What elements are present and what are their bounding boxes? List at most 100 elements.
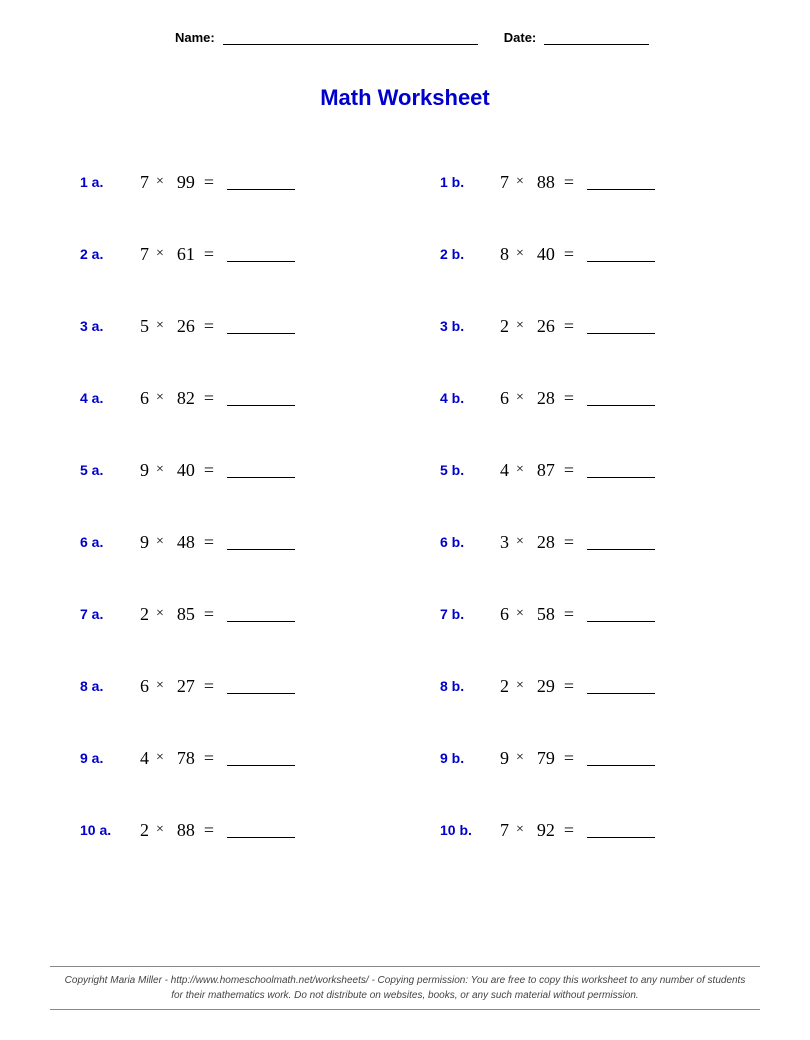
problem-cell: 4 a.6×82= bbox=[50, 362, 400, 434]
operand-b: 58 bbox=[531, 604, 555, 625]
problem-cell: 3 a.5×26= bbox=[50, 290, 400, 362]
problem-label: 9 b. bbox=[440, 750, 495, 766]
problem-label: 5 a. bbox=[80, 462, 135, 478]
problem-expression: 2×26= bbox=[495, 316, 655, 337]
equals-sign: = bbox=[564, 748, 574, 769]
equals-sign: = bbox=[564, 820, 574, 841]
answer-input-line bbox=[227, 822, 295, 838]
equals-sign: = bbox=[204, 388, 214, 409]
problem-expression: 5×26= bbox=[135, 316, 295, 337]
equals-sign: = bbox=[564, 460, 574, 481]
problem-label: 8 b. bbox=[440, 678, 495, 694]
operand-b: 87 bbox=[531, 460, 555, 481]
times-icon: × bbox=[516, 822, 524, 838]
equals-sign: = bbox=[204, 604, 214, 625]
equals-sign: = bbox=[204, 748, 214, 769]
times-icon: × bbox=[156, 390, 164, 406]
operand-a: 4 bbox=[135, 748, 149, 769]
problem-expression: 7 × 88 = bbox=[495, 172, 655, 193]
answer-input-line bbox=[227, 246, 295, 262]
operand-b: 85 bbox=[171, 604, 195, 625]
equals-sign: = bbox=[204, 460, 214, 481]
operand-b: 29 bbox=[531, 676, 555, 697]
operand-a: 8 bbox=[495, 244, 509, 265]
times-icon: × bbox=[156, 822, 164, 838]
operand-b: 26 bbox=[531, 316, 555, 337]
problem-expression: 9×79= bbox=[495, 748, 655, 769]
operand-b: 28 bbox=[531, 388, 555, 409]
answer-input-line bbox=[587, 822, 655, 838]
operand-a: 7 bbox=[495, 172, 509, 193]
problem-expression: 6×58= bbox=[495, 604, 655, 625]
operand-a: 7 bbox=[135, 172, 149, 193]
problem-label: 1 b. bbox=[440, 174, 495, 190]
problem-cell: 1 b.7 × 88 = bbox=[410, 146, 760, 218]
problem-expression: 8×40= bbox=[495, 244, 655, 265]
operand-a: 9 bbox=[135, 532, 149, 553]
operand-a: 4 bbox=[495, 460, 509, 481]
problem-label: 2 b. bbox=[440, 246, 495, 262]
times-icon: × bbox=[156, 606, 164, 622]
answer-input-line bbox=[587, 606, 655, 622]
problem-label: 6 b. bbox=[440, 534, 495, 550]
worksheet-page: Name: Date: Math Worksheet 1 a.7×99=1 b.… bbox=[0, 0, 810, 866]
problem-cell: 4 b.6×28= bbox=[410, 362, 760, 434]
operand-b: 79 bbox=[531, 748, 555, 769]
operand-b: 88 bbox=[171, 820, 195, 841]
operand-a: 2 bbox=[495, 676, 509, 697]
equals-sign: = bbox=[204, 316, 214, 337]
problem-cell: 8 a.6×27= bbox=[50, 650, 400, 722]
equals-sign: = bbox=[204, 532, 214, 553]
times-icon: × bbox=[516, 390, 524, 406]
problem-expression: 7×61= bbox=[135, 244, 295, 265]
answer-input-line bbox=[587, 174, 655, 190]
problem-label: 7 a. bbox=[80, 606, 135, 622]
answer-input-line bbox=[587, 246, 655, 262]
problem-expression: 9×48= bbox=[135, 532, 295, 553]
equals-sign: = bbox=[204, 676, 214, 697]
operand-a: 2 bbox=[495, 316, 509, 337]
operand-b: 48 bbox=[171, 532, 195, 553]
equals-sign: = bbox=[564, 244, 574, 265]
answer-input-line bbox=[227, 534, 295, 550]
date-label: Date: bbox=[504, 30, 537, 45]
operand-b: 40 bbox=[171, 460, 195, 481]
answer-input-line bbox=[227, 390, 295, 406]
answer-input-line bbox=[227, 606, 295, 622]
operand-b: 28 bbox=[531, 532, 555, 553]
answer-input-line bbox=[587, 390, 655, 406]
equals-sign: = bbox=[204, 172, 214, 193]
problem-label: 2 a. bbox=[80, 246, 135, 262]
operand-a: 6 bbox=[495, 388, 509, 409]
problem-expression: 2×29= bbox=[495, 676, 655, 697]
problem-expression: 7×92= bbox=[495, 820, 655, 841]
operand-b: 88 bbox=[531, 172, 555, 193]
problem-label: 4 a. bbox=[80, 390, 135, 406]
times-icon: × bbox=[156, 678, 164, 694]
equals-sign: = bbox=[564, 604, 574, 625]
operand-a: 5 bbox=[135, 316, 149, 337]
answer-input-line bbox=[227, 318, 295, 334]
problem-label: 7 b. bbox=[440, 606, 495, 622]
problem-expression: 2×88= bbox=[135, 820, 295, 841]
problem-expression: 2 × 85 = bbox=[135, 604, 295, 625]
problem-cell: 9 b.9×79= bbox=[410, 722, 760, 794]
answer-input-line bbox=[587, 750, 655, 766]
operand-b: 27 bbox=[171, 676, 195, 697]
problem-cell: 9 a.4×78= bbox=[50, 722, 400, 794]
times-icon: × bbox=[156, 462, 164, 478]
problem-cell: 6 a.9×48= bbox=[50, 506, 400, 578]
operand-b: 61 bbox=[171, 244, 195, 265]
times-icon: × bbox=[156, 246, 164, 262]
problem-expression: 6×27= bbox=[135, 676, 295, 697]
times-icon: × bbox=[516, 534, 524, 550]
answer-input-line bbox=[227, 750, 295, 766]
problem-expression: 3×28= bbox=[495, 532, 655, 553]
equals-sign: = bbox=[564, 172, 574, 193]
operand-a: 7 bbox=[495, 820, 509, 841]
operand-a: 2 bbox=[135, 604, 149, 625]
problem-label: 1 a. bbox=[80, 174, 135, 190]
equals-sign: = bbox=[204, 244, 214, 265]
times-icon: × bbox=[516, 174, 524, 190]
operand-b: 99 bbox=[171, 172, 195, 193]
